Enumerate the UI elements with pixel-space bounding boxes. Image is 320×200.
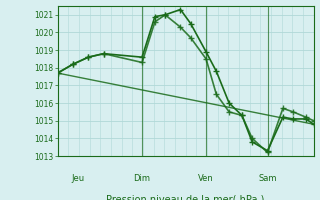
- Text: Ven: Ven: [198, 174, 214, 183]
- Text: Sam: Sam: [258, 174, 277, 183]
- Text: Jeu: Jeu: [71, 174, 85, 183]
- Text: Dim: Dim: [133, 174, 151, 183]
- Text: Pression niveau de la mer( hPa ): Pression niveau de la mer( hPa ): [107, 195, 265, 200]
